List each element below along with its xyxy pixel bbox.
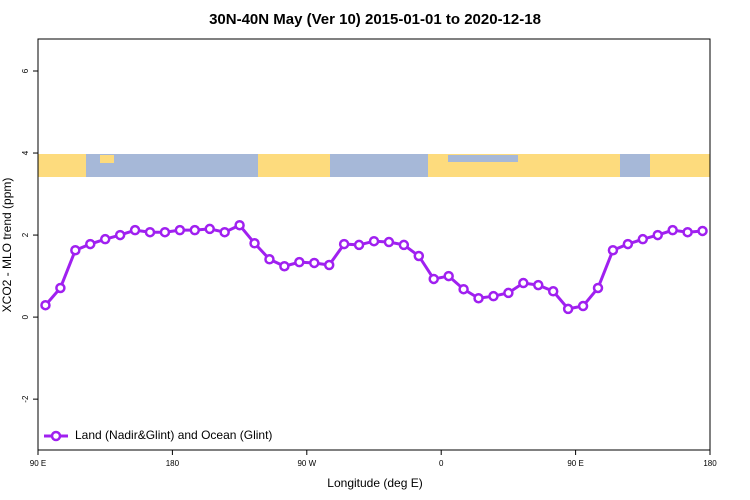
point <box>533 279 544 291</box>
point <box>204 223 215 235</box>
point <box>518 277 529 289</box>
point <box>398 239 410 251</box>
point <box>503 287 514 299</box>
point <box>159 226 171 238</box>
point <box>144 226 156 238</box>
point <box>383 236 395 248</box>
plot-frame <box>37 38 711 451</box>
point <box>249 238 260 249</box>
sea <box>448 155 518 162</box>
point <box>637 233 649 245</box>
point <box>99 233 111 245</box>
x-tick-label: 90 E <box>567 459 583 468</box>
legend-label: Land (Nadir&Glint) and Ocean (Glint) <box>75 428 272 442</box>
y-tick-label: 6 <box>21 68 30 73</box>
point <box>129 224 141 236</box>
point <box>577 300 589 312</box>
y-tick-label: -2 <box>21 395 30 403</box>
point <box>219 226 230 238</box>
chart-title: 30N-40N May (Ver 10) 2015-01-01 to 2020-… <box>209 11 541 28</box>
point <box>234 219 245 231</box>
point <box>353 239 365 251</box>
y-tick-label: 2 <box>21 232 30 237</box>
point <box>338 238 350 250</box>
x-axis-label: Longitude (deg E) <box>327 476 422 490</box>
map-band <box>38 154 710 177</box>
point <box>70 244 81 256</box>
point <box>622 238 634 250</box>
x-tick-label: 0 <box>439 459 444 468</box>
land <box>258 154 330 177</box>
point <box>428 273 439 285</box>
point <box>323 259 335 271</box>
legend-marker <box>50 430 62 442</box>
point <box>55 282 66 294</box>
y-tick-label: 0 <box>21 314 30 319</box>
x-tick-label: 90 E <box>30 459 46 468</box>
point <box>607 244 619 256</box>
point <box>294 256 305 268</box>
point <box>413 250 425 262</box>
point <box>458 283 469 295</box>
point <box>114 229 126 241</box>
x-tick-label: 180 <box>703 459 717 468</box>
point <box>667 224 678 236</box>
land <box>38 154 86 177</box>
point <box>174 224 186 236</box>
y-tick-label: 4 <box>21 150 30 155</box>
point <box>368 235 380 247</box>
point <box>682 226 693 238</box>
point <box>189 224 201 236</box>
x-tick-label: 90 W <box>297 459 316 468</box>
point <box>547 286 559 297</box>
point <box>652 229 663 241</box>
point <box>309 257 320 269</box>
point <box>488 290 499 302</box>
point <box>697 225 708 237</box>
point <box>264 254 275 265</box>
x-tick-label: 180 <box>166 459 180 468</box>
point <box>40 299 51 311</box>
point <box>562 303 574 315</box>
land <box>650 154 710 177</box>
land <box>100 155 114 163</box>
point <box>473 292 484 304</box>
point <box>279 260 290 272</box>
point <box>443 270 454 282</box>
point <box>592 282 604 294</box>
y-axis-label: XCO2 - MLO trend (ppm) <box>0 178 14 313</box>
point <box>85 238 96 250</box>
